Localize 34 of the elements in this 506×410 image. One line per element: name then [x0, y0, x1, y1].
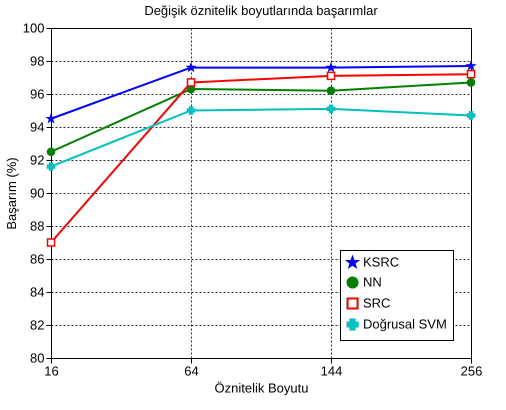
y-tick-label: 80: [30, 350, 44, 366]
y-tick-label: 100: [22, 20, 44, 36]
legend-label: NN: [363, 274, 382, 290]
legend-label: KSRC: [363, 254, 400, 270]
x-tick-label: 16: [44, 364, 59, 378]
y-tick-label: 88: [30, 218, 44, 234]
y-tick-label: 98: [30, 54, 44, 68]
point: [326, 104, 336, 114]
point: [46, 147, 56, 156]
y-tick-label: 86: [30, 252, 44, 266]
legend-label: SRC: [363, 296, 390, 310]
point: [46, 238, 56, 247]
x-tick-label: 144: [320, 364, 342, 378]
x-axis-title: Öznitelik Boyutu: [214, 380, 308, 396]
y-tick-label: 94: [30, 120, 44, 134]
x-tick-label: 256: [460, 364, 482, 378]
legend-label: Doğrusal SVM: [363, 316, 447, 332]
point: [326, 86, 336, 95]
point: [186, 106, 196, 115]
chart-title: Değişik öznitelik boyutlarında başarımlar: [144, 3, 378, 18]
y-tick-label: 84: [30, 284, 44, 300]
point: [186, 78, 196, 87]
y-axis-title: Başarım (%): [4, 157, 19, 230]
point: [466, 111, 476, 120]
y-tick-label: 92: [30, 152, 44, 168]
point: [46, 114, 56, 122]
y-tick-label: 90: [30, 186, 44, 200]
point: [46, 162, 56, 171]
point: [466, 78, 476, 87]
x-tick-label: 64: [184, 364, 199, 378]
point: [326, 72, 336, 80]
point: [466, 70, 476, 78]
y-tick-label: 82: [30, 318, 44, 332]
y-tick-label: 96: [30, 86, 44, 102]
